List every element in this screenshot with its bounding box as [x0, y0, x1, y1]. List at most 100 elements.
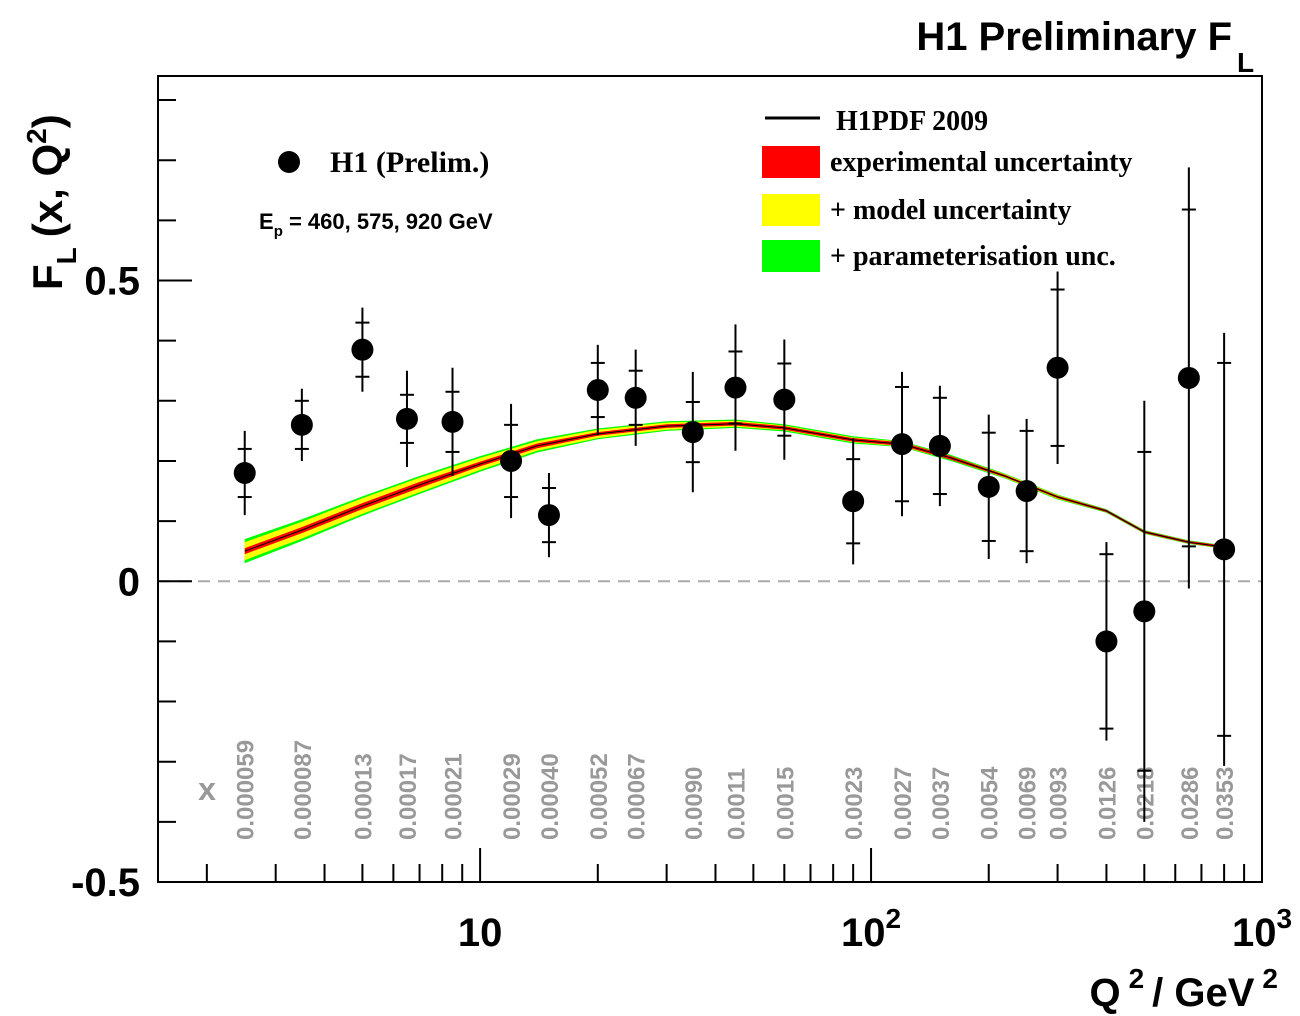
y-tick-label: 0.5 — [84, 260, 140, 304]
legend-label-h1: H1 (Prelim.) — [330, 146, 489, 179]
data-point — [351, 307, 374, 392]
legend-box-param — [762, 240, 820, 272]
data-marker — [681, 421, 704, 444]
band-model — [244, 420, 1225, 561]
y-label-main: F — [24, 264, 71, 290]
x-bin-label: 0.0090 — [681, 767, 708, 840]
legend-energy: Ep = 460, 575, 920 GeV — [259, 209, 493, 240]
data-point — [537, 472, 560, 558]
legend-marker-h1 — [278, 151, 300, 173]
data-point — [1133, 400, 1156, 822]
legend-box-model — [762, 194, 820, 226]
x-bin-label: 0.0015 — [772, 767, 799, 840]
legend-label-param: + parameterisation unc. — [830, 241, 1116, 272]
data-point — [681, 371, 704, 493]
x-bin-label: 0.00017 — [395, 753, 422, 840]
data-marker — [891, 433, 914, 456]
x-bin-label: 0.00021 — [441, 753, 468, 840]
data-marker — [1133, 600, 1156, 623]
y-label-paren-sup: 2 — [21, 128, 52, 144]
x-bin-label: 0.0011 — [724, 768, 751, 840]
x-bin-label: 0.00040 — [537, 753, 564, 840]
x-bin-label: 0.0069 — [1015, 767, 1042, 840]
x-tick-label: 10 — [458, 911, 503, 955]
data-point — [1213, 332, 1236, 766]
legend-box-exp — [762, 146, 820, 178]
data-marker — [441, 410, 464, 433]
data-marker — [233, 461, 256, 484]
x-tick-label: 102 — [841, 903, 901, 955]
x-bin-label: 0.0027 — [890, 767, 917, 840]
x-label-q-sup: 2 — [1129, 963, 1145, 994]
data-marker — [1213, 538, 1236, 561]
x-bin-label: 0.00029 — [499, 753, 526, 840]
y-tick-label: 0 — [118, 560, 140, 604]
data-points — [233, 167, 1236, 822]
svg-text:FL(x, Q2): FL (x, Q2) — [21, 114, 82, 290]
energy-prefix: E — [259, 209, 274, 234]
data-marker — [351, 338, 374, 361]
x-bin-label: 0.0286 — [1177, 767, 1204, 840]
data-marker — [773, 388, 796, 411]
chart-title-subscript: L — [1237, 47, 1254, 78]
x-label-unit: / GeV — [1152, 971, 1255, 1015]
x-bin-label: 0.0054 — [977, 766, 1004, 840]
plot-frame — [157, 75, 1263, 883]
x-bin-label: 0.0037 — [928, 767, 955, 840]
legend-right: H1PDF 2009 experimental uncertainty + mo… — [762, 106, 1133, 272]
data-point — [928, 385, 951, 507]
data-marker — [500, 449, 523, 472]
data-point — [1046, 271, 1069, 464]
data-marker — [586, 378, 609, 401]
x-bin-label: 0.0023 — [841, 767, 868, 840]
x-bin-label: 0.000059 — [233, 740, 260, 840]
data-point — [977, 414, 1000, 559]
data-point — [773, 339, 796, 460]
data-point — [724, 324, 747, 451]
y-axis-label: FL (x, Q2) — [21, 114, 82, 290]
data-marker — [977, 475, 1000, 498]
data-point — [1095, 542, 1118, 741]
x-bin-label: 0.0126 — [1094, 767, 1121, 840]
chart-title: H1 Preliminary F — [916, 15, 1232, 59]
uncertainty-bands — [244, 419, 1225, 564]
data-marker — [842, 490, 865, 513]
data-marker — [395, 407, 418, 430]
axes: 10 102 103 0.5 0 -0.5 — [71, 75, 1292, 955]
data-marker — [1046, 356, 1069, 379]
x-bin-label: 0.00013 — [350, 753, 377, 840]
legend-label-h1pdf: H1PDF 2009 — [836, 106, 988, 137]
y-label-main-sub: L — [51, 247, 82, 264]
legend-label-exp: experimental uncertainty — [830, 147, 1133, 178]
data-point — [500, 403, 523, 519]
data-marker — [624, 386, 647, 409]
data-marker — [724, 376, 747, 399]
data-marker — [1015, 480, 1038, 503]
y-tick-label: -0.5 — [71, 861, 140, 905]
data-point — [891, 371, 914, 517]
data-point — [586, 344, 609, 436]
data-marker — [928, 434, 951, 457]
energy-sub: p — [274, 223, 283, 240]
data-point — [290, 388, 313, 461]
x-bin-label: 0.00067 — [624, 753, 651, 840]
data-point — [233, 430, 256, 516]
energy-text: = 460, 575, 920 GeV — [283, 209, 493, 234]
data-marker — [1177, 366, 1200, 389]
x-label-unit-sup: 2 — [1262, 963, 1278, 994]
x-bin-label: 0.0218 — [1132, 767, 1159, 840]
x-bin-labels: x 0.000059 0.000087 0.00013 0.00017 0.00021 0… — [198, 740, 1239, 840]
data-point — [395, 370, 418, 467]
data-marker — [537, 504, 560, 527]
x-bin-label: 0.000087 — [290, 740, 317, 840]
data-point — [624, 349, 647, 446]
x-axis-label: Q 2/ GeV 2 — [1089, 963, 1278, 1015]
data-point — [441, 367, 464, 476]
y-label-close: ) — [24, 114, 71, 128]
data-marker — [290, 413, 313, 436]
x-tick-label: 103 — [1232, 903, 1292, 955]
data-marker — [1095, 630, 1118, 653]
x-bin-label: 0.0353 — [1212, 767, 1239, 840]
x-label-q: Q — [1089, 971, 1120, 1015]
